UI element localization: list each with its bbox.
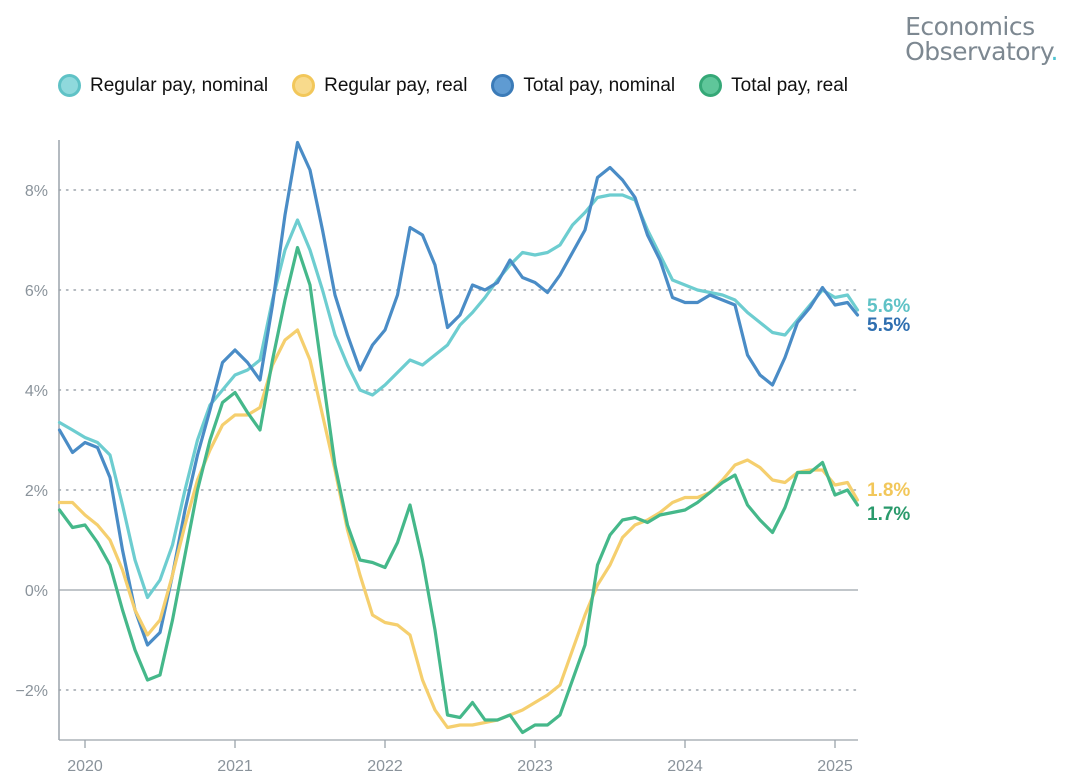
series-line-total-pay-nominal <box>57 140 860 647</box>
legend-item-total-nominal[interactable]: Total pay, nominal <box>491 74 675 97</box>
series-line-total-pay-real <box>57 245 860 735</box>
y-tick-label: 4% <box>25 383 48 400</box>
legend-label-total-nominal: Total pay, nominal <box>523 74 676 96</box>
legend-label-regular-nominal: Regular pay, nominal <box>90 74 269 96</box>
legend-swatch-regular-nominal <box>58 74 81 97</box>
x-tick-label: 2020 <box>67 758 103 775</box>
legend-swatch-regular-real <box>292 74 316 97</box>
y-tick-label: −2% <box>16 683 48 700</box>
x-tick-label: 2023 <box>517 758 553 775</box>
x-tick-label: 2022 <box>367 758 403 775</box>
chart-legend: Regular pay, nominal Regular pay, real T… <box>58 74 848 97</box>
y-tick-label: 0% <box>25 583 48 600</box>
end-label-regular-real: 1.8% <box>867 480 910 501</box>
x-tick-label: 2021 <box>217 758 253 775</box>
brand-line-1: Economics <box>905 12 1035 41</box>
x-tick-label: 2024 <box>667 758 703 775</box>
brand-dot: . <box>1050 37 1059 66</box>
legend-item-regular-real[interactable]: Regular pay, real <box>292 74 467 97</box>
legend-label-regular-real: Regular pay, real <box>324 74 468 96</box>
series-line-regular-pay-nominal <box>57 193 860 600</box>
y-tick-label: 8% <box>25 183 48 200</box>
brand-line-2-text: Observatory <box>905 37 1051 66</box>
end-label-total-nominal: 5.5% <box>867 315 910 336</box>
legend-item-total-real[interactable]: Total pay, real <box>699 74 848 97</box>
legend-swatch-total-real <box>699 74 723 97</box>
end-label-total-real: 1.7% <box>867 504 910 525</box>
legend-swatch-total-nominal <box>491 74 515 97</box>
legend-item-regular-nominal[interactable]: Regular pay, nominal <box>58 74 268 97</box>
brand-logo: Economics Observatory. <box>905 14 1058 64</box>
y-tick-label: 6% <box>25 283 48 300</box>
y-tick-label: 2% <box>25 483 48 500</box>
end-label-regular-nominal: 5.6% <box>867 296 910 317</box>
brand-line-2: Observatory. <box>905 39 1058 64</box>
series-line-regular-pay-real <box>57 328 860 730</box>
x-tick-label: 2025 <box>817 758 853 775</box>
legend-label-total-real: Total pay, real <box>731 74 849 96</box>
